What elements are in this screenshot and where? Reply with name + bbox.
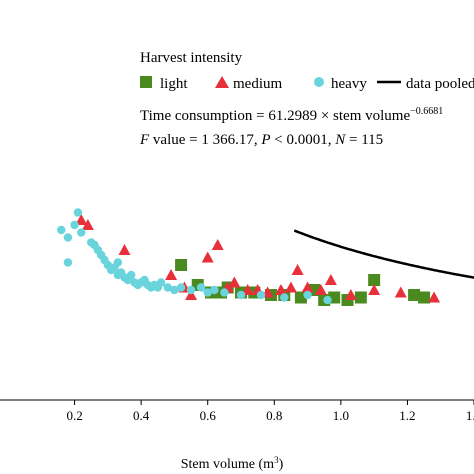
data-point-heavy [196,283,206,292]
plot-area: 0.2 0.4 0.6 0.8 1.0 1.2 1.4 [0,208,474,423]
x-tick-label: 1.4 [466,408,474,423]
stats-f-value: value = 1 366.17, [149,132,261,148]
data-point-medium [301,281,314,293]
data-point-heavy [210,285,219,295]
data-point-medium [165,269,178,280]
data-point-heavy [186,285,196,295]
data-point-heavy [126,270,136,280]
x-tick-label: 0.2 [66,408,82,423]
legend: Harvest intensity light medium heavy dat… [140,50,474,92]
x-axis-label-main: Stem volume (m [181,457,274,472]
fit-curve [293,229,474,279]
data-point-light [418,291,431,304]
x-tick-label: 0.4 [133,408,150,423]
x-tick-label: 1.0 [333,408,349,423]
data-point-heavy [203,288,212,297]
legend-marker-medium [215,76,229,88]
stats-f: F [139,132,150,148]
legend-title: Harvest intensity [140,50,243,66]
data-point-heavy [280,293,289,302]
data-point-light [175,259,188,271]
data-point-light [368,274,381,286]
data-point-heavy [70,220,79,230]
x-axis-label: Stem volume (m3) [181,455,284,472]
x-tick-label: 0.6 [200,408,217,423]
data-point-medium [291,264,304,275]
x-tick-label: 0.8 [266,408,282,423]
data-point-heavy [77,228,86,237]
x-tick-label: 1.2 [399,408,415,423]
data-point-heavy [176,283,186,292]
equation-main: Time consumption = 61.2989 × stem volume [140,108,410,124]
data-point-medium [211,239,224,250]
x-axis-label-sup: 3 [274,455,279,465]
data-point-heavy [57,225,66,235]
data-point-medium [284,281,297,293]
legend-label-pooled: data pooled [406,76,474,92]
equation-exponent: −0.6681 [410,106,443,117]
data-point-heavy [323,295,332,305]
data-point-medium [118,244,131,255]
data-point-heavy [63,258,73,267]
data-point-medium [274,284,287,295]
data-point-medium [241,284,254,295]
stats-n-value: = 115 [345,132,383,148]
data-point-heavy [156,278,166,287]
data-point-medium [185,289,198,300]
data-point-medium [228,276,241,288]
data-point-heavy [163,283,172,292]
data-point-medium [201,251,214,263]
data-point-heavy [236,290,246,300]
data-point-heavy [73,208,83,217]
data-point-heavy [90,240,99,250]
data-point-medium [368,284,381,295]
data-point-medium [394,286,407,298]
legend-label-medium: medium [233,76,282,92]
data-point-heavy [170,285,179,295]
x-axis-label-close: ) [279,457,284,472]
data-point-light [408,289,421,301]
stats-p: P [260,132,270,148]
equation-text: Time consumption = 61.2989 × stem volume… [140,106,443,124]
data-point-medium [314,284,327,295]
stats-p-value: < 0.0001, [271,132,336,148]
data-point-heavy [220,288,229,297]
data-point-light [354,291,367,304]
data-point-medium [81,219,94,230]
data-point-heavy [63,233,73,242]
legend-label-heavy: heavy [331,76,367,92]
legend-marker-heavy [314,77,324,87]
stats-n: N [334,132,346,148]
data-point-medium [75,214,88,225]
legend-marker-light [140,76,152,88]
data-point-medium [344,289,357,300]
legend-label-light: light [160,76,188,92]
data-point-medium [428,291,441,303]
data-point-heavy [256,290,266,300]
data-point-heavy [303,290,312,300]
data-point-medium [324,274,337,285]
data-point-heavy [113,258,123,267]
stats-text: F value = 1 366.17, P < 0.0001, N = 115 [139,132,383,148]
